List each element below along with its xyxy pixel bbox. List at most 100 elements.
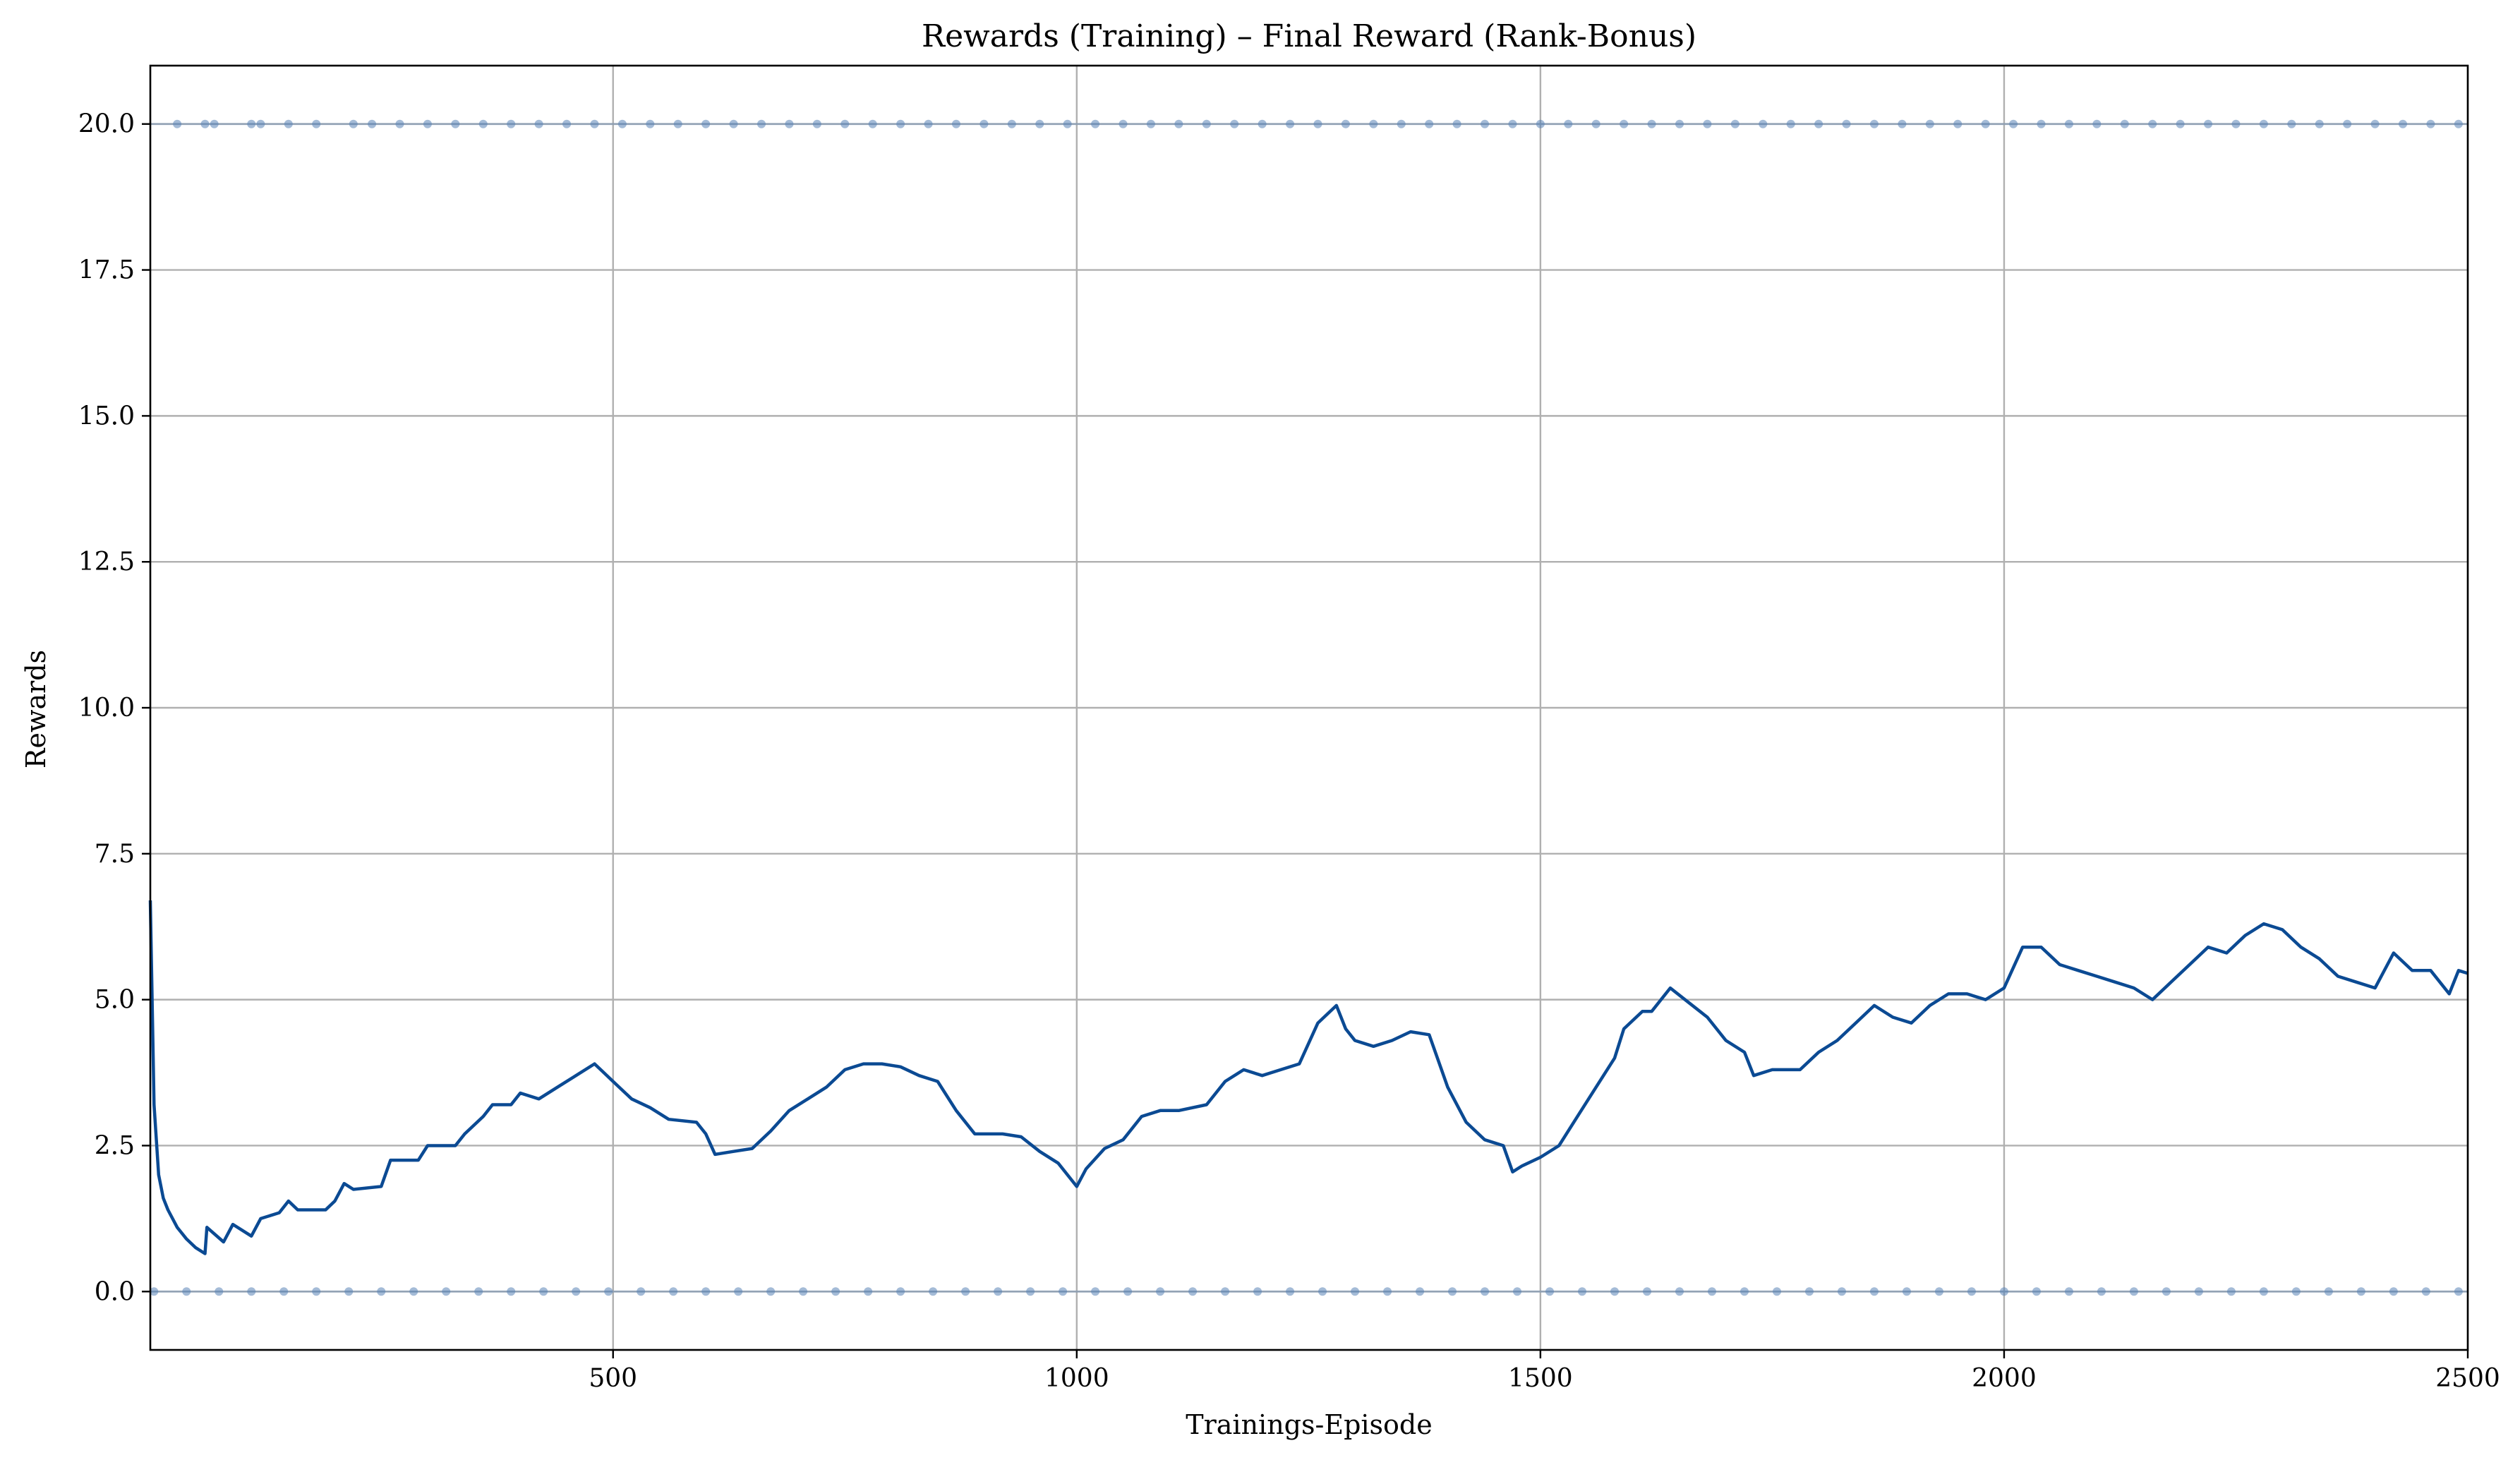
data-point xyxy=(669,1287,678,1296)
data-point xyxy=(1091,1287,1100,1296)
data-point xyxy=(1035,119,1044,128)
y-tick-label: 2.5 xyxy=(95,1131,135,1160)
data-point xyxy=(1513,1287,1522,1296)
x-tick-label: 1000 xyxy=(1044,1364,1109,1393)
data-point xyxy=(173,119,182,128)
data-point xyxy=(729,119,738,128)
data-point xyxy=(368,119,377,128)
data-point xyxy=(1351,1287,1360,1296)
data-point xyxy=(617,119,627,128)
data-point xyxy=(1837,1287,1846,1296)
data-point xyxy=(2226,1287,2236,1296)
data-point xyxy=(1772,1287,1781,1296)
data-point xyxy=(478,119,488,128)
y-tick-label: 17.5 xyxy=(78,256,135,285)
data-point xyxy=(2204,119,2213,128)
data-point xyxy=(924,119,933,128)
data-point xyxy=(2370,119,2380,128)
data-point xyxy=(2426,119,2435,128)
data-point xyxy=(572,1287,581,1296)
data-point xyxy=(2162,1287,2171,1296)
data-point xyxy=(1174,119,1183,128)
data-point xyxy=(2389,1287,2398,1296)
data-point xyxy=(1007,119,1016,128)
data-point xyxy=(1564,119,1573,128)
data-point xyxy=(1059,1287,1068,1296)
data-point xyxy=(2176,119,2185,128)
marker-row xyxy=(150,119,2468,128)
data-point xyxy=(646,119,655,128)
data-point xyxy=(279,1287,289,1296)
data-point xyxy=(2037,119,2046,128)
data-point xyxy=(312,119,321,128)
data-point xyxy=(1448,1287,1457,1296)
data-point xyxy=(1313,119,1322,128)
data-point xyxy=(1508,119,1517,128)
data-point xyxy=(1925,119,1934,128)
data-point xyxy=(215,1287,224,1296)
data-point xyxy=(534,119,543,128)
data-point xyxy=(2287,119,2296,128)
data-point xyxy=(1481,1287,1490,1296)
data-point xyxy=(1341,119,1350,128)
data-point xyxy=(284,119,293,128)
data-point xyxy=(1481,119,1490,128)
data-point xyxy=(2324,1287,2333,1296)
data-point xyxy=(1610,1287,1620,1296)
data-point xyxy=(1425,119,1434,128)
data-point xyxy=(831,1287,840,1296)
data-point xyxy=(637,1287,646,1296)
data-point xyxy=(1091,119,1100,128)
data-point xyxy=(451,119,460,128)
data-point xyxy=(247,119,256,128)
data-point xyxy=(1620,119,1629,128)
x-tick-label: 2000 xyxy=(1972,1364,2037,1393)
data-point xyxy=(1383,1287,1392,1296)
data-point xyxy=(1675,119,1684,128)
y-tick-label: 0.0 xyxy=(95,1277,135,1306)
data-point xyxy=(1026,1287,1035,1296)
y-tick-label: 5.0 xyxy=(95,986,135,1015)
data-point xyxy=(1814,119,1823,128)
data-point xyxy=(812,119,821,128)
x-tick-label: 1500 xyxy=(1508,1364,1573,1393)
data-point xyxy=(182,1287,191,1296)
data-point xyxy=(1146,119,1155,128)
data-point xyxy=(1202,119,1211,128)
data-point xyxy=(1578,1287,1587,1296)
data-point xyxy=(2148,119,2157,128)
data-point xyxy=(1967,1287,1976,1296)
x-axis-label: Trainings-Episode xyxy=(1186,1409,1433,1440)
data-point xyxy=(673,119,682,128)
y-tick-label: 20.0 xyxy=(78,110,135,139)
y-tick-label: 7.5 xyxy=(95,840,135,869)
data-point xyxy=(1869,119,1879,128)
data-point xyxy=(785,119,794,128)
ticks: 500 1000 1500 2000 2500 0.0 2.5 5.0 7.5 10.0 12.5 1… xyxy=(78,110,2500,1393)
data-point xyxy=(2097,1287,2106,1296)
data-point xyxy=(349,119,358,128)
data-point xyxy=(1786,119,1795,128)
data-point xyxy=(344,1287,354,1296)
data-point xyxy=(2421,1287,2430,1296)
data-point xyxy=(1759,119,1768,128)
data-point xyxy=(868,119,877,128)
data-point xyxy=(896,1287,905,1296)
data-point xyxy=(2315,119,2324,128)
data-point xyxy=(474,1287,483,1296)
y-tick-label: 15.0 xyxy=(78,402,135,430)
data-point xyxy=(1999,1287,2008,1296)
data-point xyxy=(2064,1287,2073,1296)
data-point xyxy=(1063,119,1072,128)
data-point xyxy=(1842,119,1851,128)
data-point xyxy=(1953,119,1963,128)
data-point xyxy=(247,1287,256,1296)
data-point xyxy=(2120,119,2129,128)
y-tick-label: 10.0 xyxy=(78,694,135,723)
data-point xyxy=(951,119,960,128)
data-point xyxy=(1253,1287,1262,1296)
marker-row xyxy=(150,1287,2468,1296)
data-point xyxy=(210,119,219,128)
data-point xyxy=(1902,1287,1911,1296)
